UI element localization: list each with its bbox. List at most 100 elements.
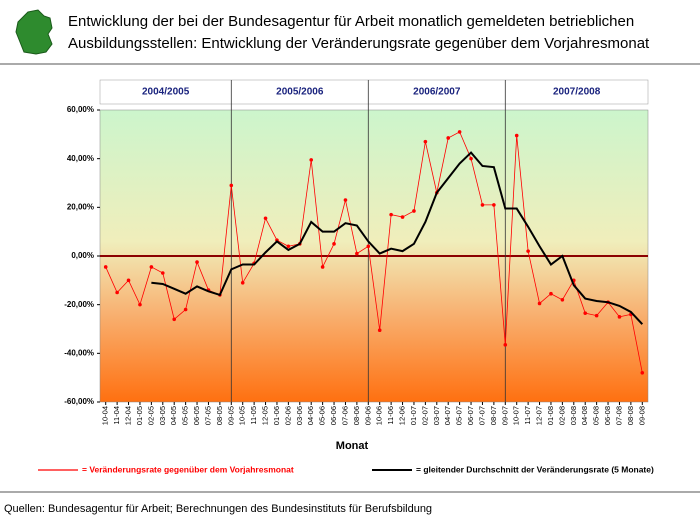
y-tick-label: -60,00%	[64, 397, 94, 406]
legend-label: = gleitender Durchschnitt der Veränderun…	[416, 464, 654, 474]
x-tick-label: 04-07	[443, 406, 452, 425]
point	[457, 130, 462, 134]
x-tick-label: 08-05	[215, 406, 224, 425]
point	[229, 183, 234, 188]
series-line	[105, 131, 643, 373]
point	[583, 311, 588, 315]
point	[389, 212, 393, 217]
point	[377, 328, 382, 333]
x-tick-label: 08-07	[489, 406, 498, 425]
x-tick-label: 06-08	[603, 406, 612, 425]
point	[286, 244, 291, 249]
x-tick-label: 03-08	[569, 406, 578, 425]
x-tick-label: 02-06	[283, 406, 292, 425]
x-tick-label: 05-06	[318, 406, 327, 425]
x-tick-label: 12-06	[398, 406, 407, 425]
point	[480, 203, 485, 207]
point	[503, 343, 508, 347]
x-tick-label: 10-07	[512, 406, 521, 425]
x-tick-label: 11-06	[386, 406, 395, 425]
period-header	[99, 79, 649, 105]
x-tick-label: 07-05	[203, 406, 212, 425]
point	[355, 251, 359, 256]
x-tick-label: 07-06	[340, 406, 349, 425]
point	[537, 301, 542, 306]
point	[640, 371, 645, 375]
point	[560, 298, 565, 302]
point	[138, 302, 142, 307]
point	[332, 242, 336, 246]
x-tick-label: 05-08	[592, 406, 601, 425]
x-tick-label: 06-06	[329, 406, 338, 425]
y-tick-label: 20,00%	[67, 202, 94, 211]
y-tick-label: 40,00%	[67, 154, 94, 163]
x-tick-label: 06-05	[192, 406, 201, 425]
x-tick-label: 07-08	[614, 406, 623, 425]
period-label: 2005/2006	[276, 87, 324, 98]
point	[594, 313, 599, 318]
point	[160, 271, 165, 275]
point	[183, 307, 188, 312]
point	[549, 291, 553, 296]
germany-icon	[15, 9, 53, 55]
point	[309, 158, 314, 162]
x-tick-label: 05-05	[181, 406, 190, 425]
x-tick-label: 01-07	[409, 406, 418, 425]
x-tick-label: 01-06	[272, 406, 281, 425]
point	[320, 265, 325, 269]
x-tick-label: 09-06	[363, 406, 372, 425]
x-tick-label: 10-05	[238, 406, 247, 425]
point	[526, 249, 530, 253]
x-tick-label: 07-07	[477, 406, 486, 425]
point	[492, 203, 496, 207]
x-tick-label: 09-08	[637, 406, 646, 425]
y-tick-label: 60,00%	[67, 105, 94, 114]
x-tick-label: 09-07	[500, 406, 509, 425]
point	[446, 136, 451, 140]
x-tick-label: 10-04	[101, 406, 110, 425]
x-tick-label: 10-06	[375, 406, 384, 425]
point	[469, 156, 473, 161]
x-tick-label: 03-06	[295, 406, 304, 425]
source-note: Quellen: Bundesagentur für Arbeit; Berec…	[4, 503, 432, 515]
chart-title: Entwicklung der bei der Bundesagentur fü…	[68, 13, 634, 30]
x-tick-label: 01-05	[135, 406, 144, 425]
x-tick-label: 04-05	[169, 406, 178, 425]
y-tick-label: -20,00%	[64, 300, 94, 309]
x-tick-label: 11-07	[523, 406, 532, 425]
point	[149, 265, 154, 269]
y-tick-label: 0,00%	[71, 251, 94, 260]
x-tick-label: 02-07	[420, 406, 429, 425]
point	[366, 244, 371, 249]
point	[103, 265, 108, 269]
x-tick-label: 08-08	[626, 406, 635, 425]
x-tick-label: 04-06	[306, 406, 315, 425]
x-tick-label: 02-08	[557, 406, 566, 425]
period-label: 2004/2005	[142, 87, 190, 98]
x-tick-label: 04-08	[580, 406, 589, 425]
x-tick-label: 12-07	[535, 406, 544, 425]
x-tick-label: 06-07	[466, 406, 475, 425]
x-tick-label: 11-05	[249, 406, 258, 425]
point	[423, 139, 428, 144]
x-tick-label: 09-05	[226, 406, 235, 425]
chart-subtitle: Ausbildungsstellen: Entwicklung der Verä…	[68, 35, 650, 52]
x-tick-label: 03-07	[432, 406, 441, 425]
x-tick-label: 11-04	[112, 406, 121, 425]
point	[263, 216, 268, 221]
period-label: 2006/2007	[413, 87, 461, 98]
point	[617, 315, 622, 319]
y-tick-label: -40,00%	[64, 348, 94, 357]
point	[126, 278, 131, 283]
x-tick-label: 08-06	[352, 406, 361, 425]
x-tick-label: 05-07	[455, 406, 464, 425]
x-tick-label: 01-08	[546, 406, 555, 425]
point	[412, 209, 416, 213]
x-tick-label: 12-05	[261, 406, 270, 425]
legend-label: = Veränderungsrate gegenüber dem Vorjahr…	[82, 464, 294, 474]
point	[115, 290, 119, 295]
point	[172, 317, 177, 322]
point	[343, 198, 348, 202]
x-tick-label: 12-04	[124, 406, 133, 425]
